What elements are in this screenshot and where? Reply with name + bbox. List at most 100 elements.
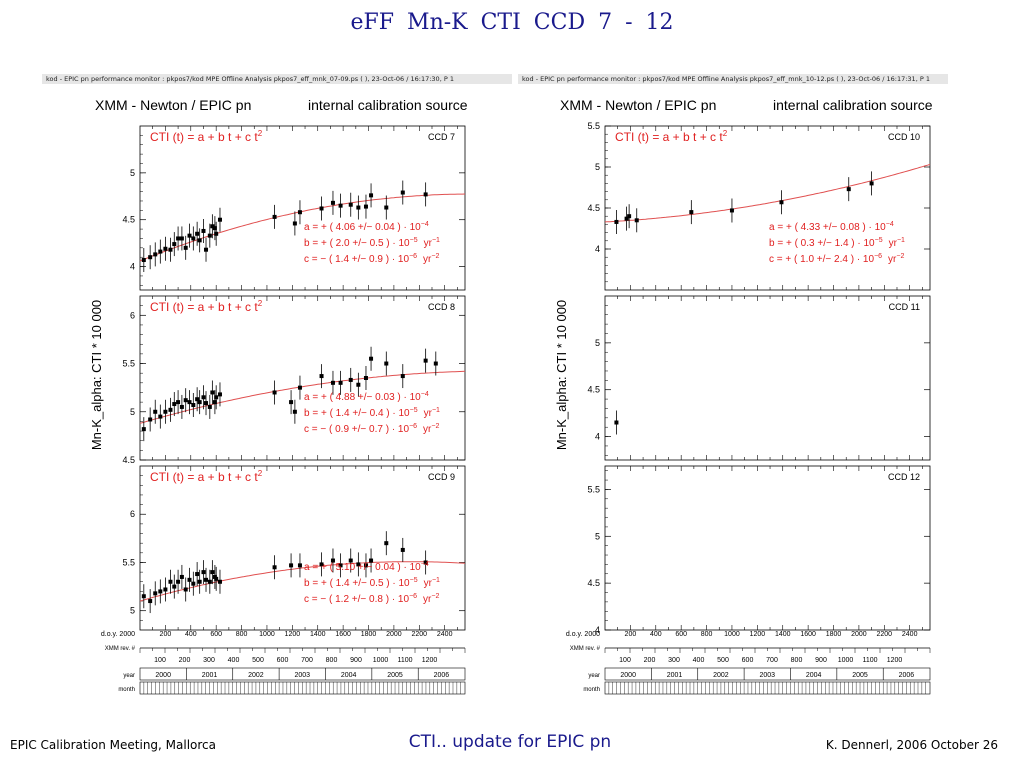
point-marker [627,214,632,219]
data-point [183,235,188,260]
data-point [191,226,196,251]
point-marker [148,255,153,260]
point-marker [195,572,200,577]
footer-topic: CTI.. update for EPIC pn [408,732,612,752]
data-point [141,584,146,609]
panel-frame [604,295,931,461]
x-tick-label: 200 [625,631,637,638]
data-point [187,390,192,415]
point-marker [201,570,206,575]
panel-3: 5 5.5 6 CTI (t) = a + b t + c t2 CCD 9 a = + … [122,465,466,631]
data-point [338,553,343,578]
coefficient-exponent: −4 [421,561,429,568]
data-point [201,385,206,410]
point-marker [148,417,153,422]
coefficient-a: a = + ( 5.10 +/− 0.04 ) · 10−4 [304,561,429,573]
point-marker [289,563,294,568]
coefficient-unit: yr [423,594,432,605]
point-marker [319,562,324,567]
coefficient-exponent: −4 [421,221,429,228]
data-point [191,571,196,596]
ccd-label: CCD 9 [428,472,455,482]
ccd-label: CCD 7 [428,132,455,142]
panel-frame [604,465,931,631]
point-marker [614,219,619,224]
point-marker [779,200,784,205]
point-marker [179,574,184,579]
panel-1: 4 4.5 5 5.5 CTI (t) = a + b t + c t2 CCD 10 a … [587,121,931,291]
point-marker [204,247,209,252]
x-tick-label: 2200 [412,631,428,638]
month-row-frame [139,681,466,695]
data-point [176,390,181,415]
formula-exponent: 2 [723,129,728,138]
point-marker [158,589,163,594]
point-marker [153,252,158,257]
x-tick-label: 600 [675,631,687,638]
point-marker [148,599,153,604]
rev-axis-label: XMM rev. # [570,646,601,652]
point-marker [363,563,368,568]
data-point [330,190,335,215]
panel-1: 4 4.5 5 CTI (t) = a + b t + c t2 CCD 7 a = + … [122,125,466,291]
fit-formula: CTI (t) = a + b t + c t2 [150,469,263,484]
data-point [289,390,294,415]
footer-author-date: K. Dennerl, 2006 October 26 [825,738,998,752]
point-marker [369,193,374,198]
point-marker [163,587,168,592]
point-marker [158,414,163,419]
point-marker [614,420,619,425]
data-point [363,553,368,578]
rev-tick-label: 400 [693,657,705,664]
panel-2: 4.5 5 5.5 6 CTI (t) = a + b t + c t2 CCD 8 a =… [122,295,466,465]
data-point [204,391,209,416]
data-point [363,194,368,219]
point-marker [195,231,200,236]
point-marker [207,404,212,409]
point-marker [201,228,206,233]
point-marker [212,226,217,231]
coefficient-exponent: −6 [874,253,882,260]
point-marker [297,563,302,568]
coefficient-unit: yr [423,424,432,435]
year-label: 2000 [155,672,171,679]
y-tick-label: 5.5 [587,484,600,494]
data-point [348,548,353,573]
y-tick-label: 5 [130,606,135,616]
y-tick-label: 4.5 [122,455,135,465]
data-point [141,248,146,273]
coefficient-c: c = − ( 0.9 +/− 0.7 ) · 10−6 yr−2 [304,423,439,435]
y-tick-label: 5 [130,407,135,417]
rev-tick-label: 900 [350,657,362,664]
point-marker [729,208,734,213]
data-point [163,577,168,602]
point-marker [141,258,146,263]
year-label: 2000 [620,672,636,679]
point-marker [289,400,294,405]
rev-tick-label: 900 [815,657,827,664]
data-point [614,209,619,234]
year-label: 2003 [760,672,776,679]
data-point [210,214,215,239]
data-point [289,553,294,578]
data-point [207,394,212,419]
point-marker [187,577,192,582]
data-point [319,364,324,389]
formula-exponent: 2 [258,469,263,478]
coefficient-unit-exponent: −2 [896,253,904,260]
coefficient-exponent: −4 [886,221,894,228]
coefficient-unit-exponent: −2 [431,253,439,260]
data-point [348,192,353,217]
coefficient-unit: yr [424,408,433,419]
data-point [204,237,209,262]
data-point [163,399,168,424]
coefficient-c: c = − ( 1.2 +/− 0.8 ) · 10−6 yr−2 [304,593,439,605]
data-point [187,567,192,592]
fit-curve [604,163,931,223]
y-tick-label: 5.5 [122,557,135,567]
data-point [212,390,217,415]
year-row-label: year [123,673,135,679]
point-marker [330,380,335,385]
fit-formula: CTI (t) = a + b t + c t2 [150,299,263,314]
coefficient-c: c = − ( 1.4 +/− 0.9 ) · 10−6 yr−2 [304,253,439,265]
